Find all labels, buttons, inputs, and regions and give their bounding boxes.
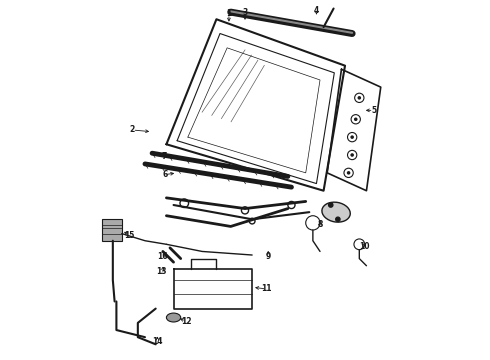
Circle shape (336, 217, 340, 221)
Bar (102, 219, 122, 241)
Circle shape (242, 207, 248, 214)
Text: 6: 6 (162, 170, 167, 179)
Circle shape (180, 199, 189, 207)
Text: 10: 10 (360, 242, 370, 251)
Text: 11: 11 (261, 284, 271, 293)
Text: 3: 3 (243, 8, 247, 17)
Text: 2: 2 (130, 126, 135, 135)
Circle shape (249, 218, 255, 224)
Circle shape (351, 114, 360, 124)
Circle shape (347, 132, 357, 142)
Text: 16: 16 (158, 252, 168, 261)
Circle shape (347, 150, 357, 159)
Circle shape (354, 239, 365, 249)
Circle shape (350, 153, 354, 157)
Circle shape (350, 135, 354, 139)
Text: 8: 8 (318, 220, 323, 229)
Circle shape (306, 216, 320, 230)
Ellipse shape (167, 313, 181, 322)
Text: 15: 15 (123, 231, 134, 240)
Circle shape (355, 93, 364, 103)
Circle shape (358, 96, 361, 100)
Text: 5: 5 (371, 106, 376, 115)
Text: 4: 4 (314, 6, 319, 15)
Circle shape (329, 203, 333, 207)
Text: 13: 13 (156, 267, 166, 276)
Text: 1: 1 (226, 9, 232, 18)
Text: 12: 12 (181, 316, 191, 325)
Circle shape (354, 117, 358, 121)
Circle shape (347, 171, 350, 175)
Text: 9: 9 (266, 252, 271, 261)
Text: 14: 14 (152, 337, 163, 346)
Circle shape (344, 168, 353, 177)
Ellipse shape (322, 202, 350, 222)
Text: 7: 7 (162, 152, 167, 161)
Circle shape (288, 202, 295, 208)
